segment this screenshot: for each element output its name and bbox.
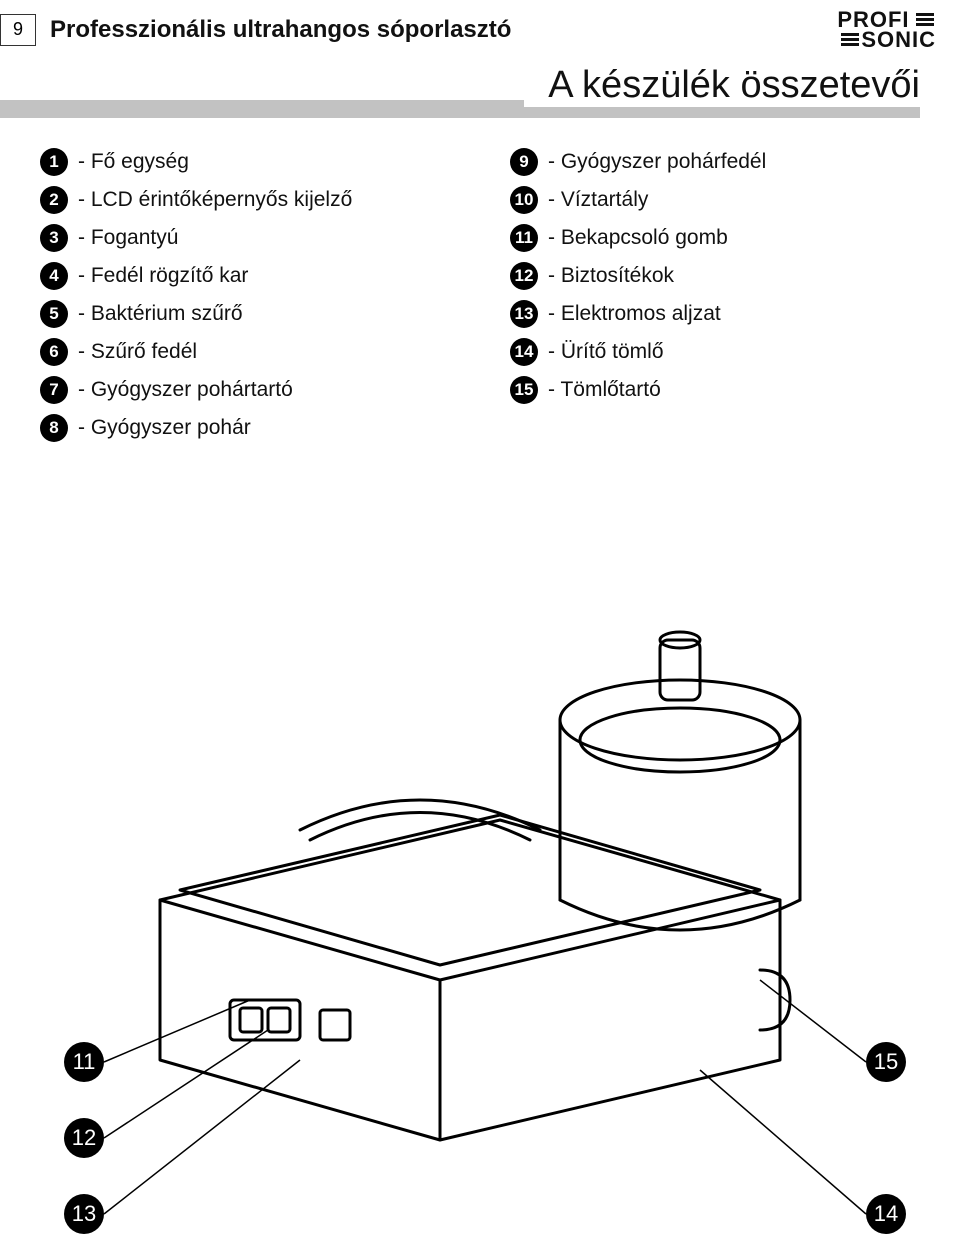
diagram-callout: 12 xyxy=(64,1118,104,1158)
legend-bullet: 3 xyxy=(40,224,68,252)
legend-bullet: 11 xyxy=(510,224,538,252)
legend-item: 5 - Baktérium szűrő xyxy=(40,300,450,328)
legend-bullet: 1 xyxy=(40,148,68,176)
legend-item: 11 - Bekapcsoló gomb xyxy=(510,224,920,252)
legend-bullet: 5 xyxy=(40,300,68,328)
legend-item: 15 - Tömlőtartó xyxy=(510,376,920,404)
legend-label: - Szűrő fedél xyxy=(78,340,197,364)
header: 9 Professzionális ultrahangos sóporlaszt… xyxy=(0,0,960,56)
section-title-bar: A készülék összetevői xyxy=(0,62,960,122)
legend-item: 2 - LCD érintőképernyős kijelző xyxy=(40,186,450,214)
diagram-callout: 11 xyxy=(64,1042,104,1082)
device-illustration xyxy=(0,480,960,1230)
legend-item: 9 - Gyógyszer pohárfedél xyxy=(510,148,920,176)
diagram-callout: 13 xyxy=(64,1194,104,1234)
legend-item: 4 - Fedél rögzítő kar xyxy=(40,262,450,290)
legend-columns: 1 - Fő egység 2 - LCD érintőképernyős kijel… xyxy=(0,122,960,452)
legend-bullet: 12 xyxy=(510,262,538,290)
legend-label: - Tömlőtartó xyxy=(548,378,661,402)
page-number-box: 9 xyxy=(0,14,36,46)
legend-item: 3 - Fogantyú xyxy=(40,224,450,252)
brand-bottom: SONIC xyxy=(861,30,936,50)
legend-bullet: 7 xyxy=(40,376,68,404)
legend-label: - Biztosítékok xyxy=(548,264,674,288)
legend-bullet: 14 xyxy=(510,338,538,366)
legend-bullet: 13 xyxy=(510,300,538,328)
legend-item: 14 - Ürítő tömlő xyxy=(510,338,920,366)
legend-item: 10 - Víztartály xyxy=(510,186,920,214)
logo-stripes-icon xyxy=(841,33,859,46)
legend-label: - Gyógyszer pohár xyxy=(78,416,251,440)
legend-bullet: 9 xyxy=(510,148,538,176)
legend-label: - Bekapcsoló gomb xyxy=(548,226,728,250)
legend-label: - Fedél rögzítő kar xyxy=(78,264,248,288)
legend-bullet: 2 xyxy=(40,186,68,214)
legend-label: - LCD érintőképernyős kijelző xyxy=(78,188,352,212)
legend-bullet: 4 xyxy=(40,262,68,290)
legend-item: 6 - Szűrő fedél xyxy=(40,338,450,366)
page-number: 9 xyxy=(13,19,23,40)
legend-item: 1 - Fő egység xyxy=(40,148,450,176)
legend-bullet: 15 xyxy=(510,376,538,404)
legend-bullet: 10 xyxy=(510,186,538,214)
legend-label: - Fogantyú xyxy=(78,226,178,250)
legend-bullet: 8 xyxy=(40,414,68,442)
legend-label: - Fő egység xyxy=(78,150,189,174)
brand-logo: PROFI SONIC xyxy=(837,10,936,50)
diagram-callout: 14 xyxy=(866,1194,906,1234)
diagram-callout: 15 xyxy=(866,1042,906,1082)
legend-label: - Gyógyszer pohárfedél xyxy=(548,150,766,174)
logo-stripes-icon xyxy=(916,13,934,26)
legend-bullet: 6 xyxy=(40,338,68,366)
legend-label: - Elektromos aljzat xyxy=(548,302,721,326)
legend-item: 12 - Biztosítékok xyxy=(510,262,920,290)
legend-left-column: 1 - Fő egység 2 - LCD érintőképernyős kijel… xyxy=(40,148,450,452)
legend-label: - Baktérium szűrő xyxy=(78,302,243,326)
legend-label: - Gyógyszer pohártartó xyxy=(78,378,293,402)
device-diagram xyxy=(0,480,960,1230)
document-title: Professzionális ultrahangos sóporlasztó xyxy=(50,16,837,44)
legend-label: - Víztartály xyxy=(548,188,648,212)
section-title: A készülék összetevői xyxy=(524,64,920,107)
legend-item: 7 - Gyógyszer pohártartó xyxy=(40,376,450,404)
legend-item: 8 - Gyógyszer pohár xyxy=(40,414,450,442)
legend-label: - Ürítő tömlő xyxy=(548,340,664,364)
legend-right-column: 9- Gyógyszer pohárfedél10- Víztartály11-… xyxy=(510,148,920,452)
legend-item: 13 - Elektromos aljzat xyxy=(510,300,920,328)
